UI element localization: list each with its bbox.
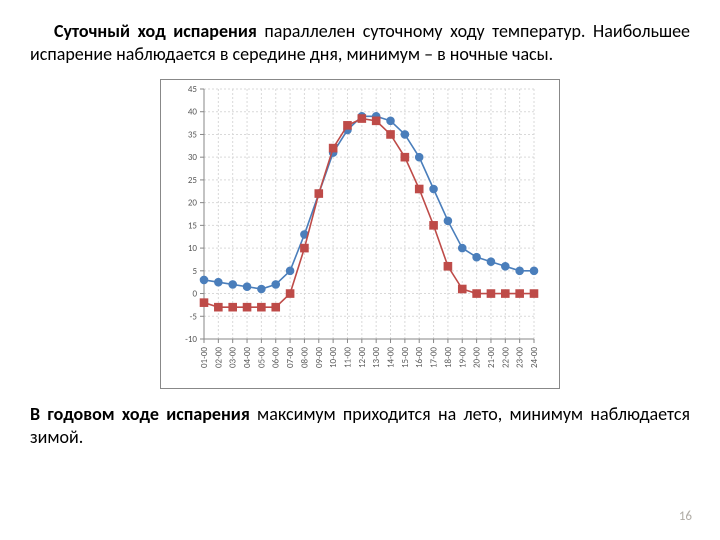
svg-text:25: 25 — [188, 175, 198, 186]
svg-text:23-00: 23-00 — [515, 346, 526, 367]
svg-text:15: 15 — [188, 220, 198, 231]
svg-text:01-00: 01-00 — [199, 346, 210, 367]
svg-text:08-00: 08-00 — [299, 346, 310, 367]
p1-bold: Суточный ход испарения — [54, 20, 257, 42]
svg-text:12-00: 12-00 — [357, 346, 368, 367]
evaporation-chart: -10 -5 0 5 10 15 20 25 30 35 40 45 01-0002-00 03-0004… — [160, 79, 560, 389]
svg-text:45: 45 — [188, 84, 198, 95]
svg-text:21-00: 21-00 — [486, 346, 497, 367]
svg-text:02-00: 02-00 — [213, 346, 224, 367]
svg-text:-10: -10 — [185, 334, 197, 345]
chart-container: -10 -5 0 5 10 15 20 25 30 35 40 45 01-0002-00 03-0004… — [30, 79, 690, 389]
svg-text:06-00: 06-00 — [271, 346, 282, 367]
svg-text:15-00: 15-00 — [400, 346, 411, 367]
svg-text:13-00: 13-00 — [371, 346, 382, 367]
svg-text:40: 40 — [188, 107, 198, 118]
svg-text:05-00: 05-00 — [256, 346, 267, 367]
p2-bold: В годовом ходе испарения — [30, 403, 250, 425]
svg-text:14-00: 14-00 — [386, 346, 397, 367]
svg-text:04-00: 04-00 — [242, 346, 253, 367]
svg-text:5: 5 — [192, 266, 197, 277]
svg-text:18-00: 18-00 — [443, 346, 454, 367]
paragraph-1: Суточный ход испарения параллелен суточн… — [30, 20, 690, 67]
svg-text:07-00: 07-00 — [285, 346, 296, 367]
svg-text:09-00: 09-00 — [314, 346, 325, 367]
svg-text:10: 10 — [188, 243, 198, 254]
svg-text:10-00: 10-00 — [328, 346, 339, 367]
svg-text:30: 30 — [188, 152, 198, 163]
svg-text:20-00: 20-00 — [472, 346, 483, 367]
svg-text:0: 0 — [192, 288, 197, 299]
page-number: 16 — [679, 509, 692, 524]
svg-text:20: 20 — [188, 197, 198, 208]
svg-text:22-00: 22-00 — [500, 346, 511, 367]
svg-text:35: 35 — [188, 129, 198, 140]
svg-text:03-00: 03-00 — [228, 346, 239, 367]
svg-text:16-00: 16-00 — [414, 346, 425, 367]
svg-text:24-00: 24-00 — [529, 346, 540, 367]
paragraph-2: В годовом ходе испарения максимум приход… — [30, 403, 690, 450]
svg-text:-5: -5 — [190, 311, 198, 322]
svg-text:17-00: 17-00 — [429, 346, 440, 367]
svg-text:19-00: 19-00 — [457, 346, 468, 367]
svg-text:11-00: 11-00 — [342, 346, 353, 367]
